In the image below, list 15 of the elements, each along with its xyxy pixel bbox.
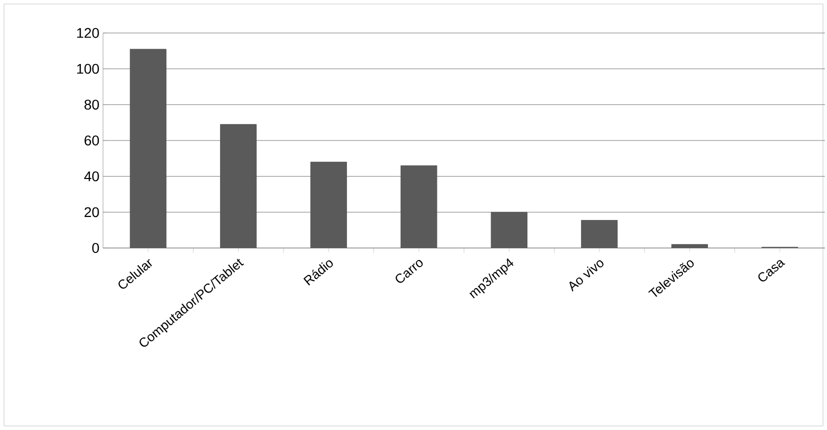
y-tick-label: 100 [77, 64, 99, 74]
y-tick-label: 80 [84, 100, 99, 110]
bar [310, 162, 347, 248]
bar [130, 48, 166, 248]
bar [581, 220, 618, 248]
y-tick-label: 0 [92, 243, 99, 253]
x-tick-label: Casa [758, 260, 786, 282]
bar [490, 212, 528, 248]
y-tick-label: 120 [77, 28, 99, 38]
x-tick-label: Ao vivo [569, 260, 604, 292]
y-tick-label: 60 [84, 136, 99, 146]
y-tick-label: 20 [84, 207, 99, 218]
bar [400, 165, 438, 248]
y-tick-label: 40 [84, 171, 99, 182]
bar [220, 124, 257, 248]
